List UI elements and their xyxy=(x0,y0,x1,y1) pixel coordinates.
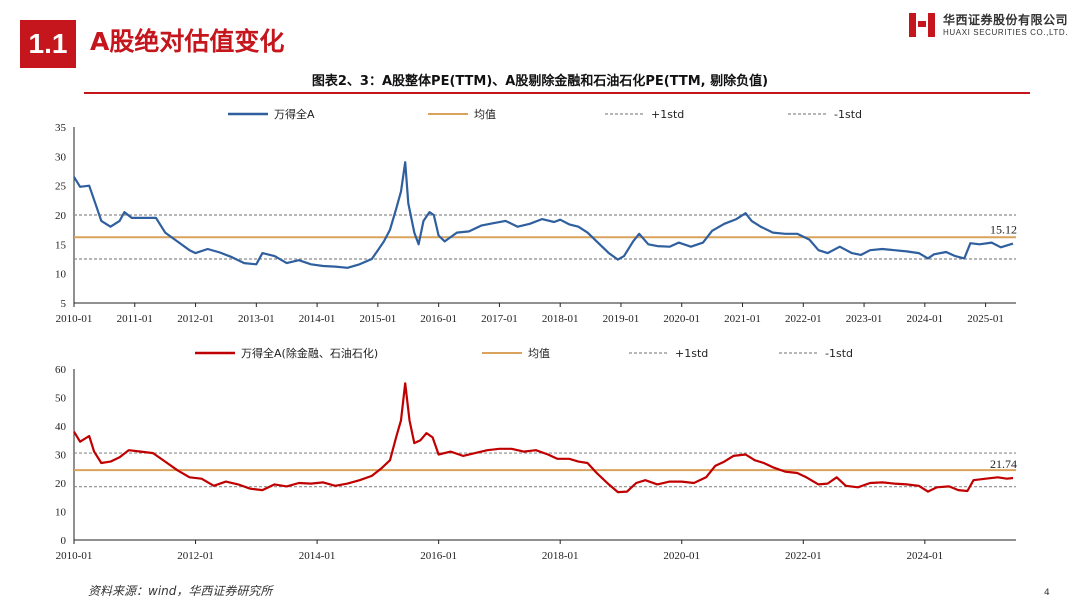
chart-top-svg: 万得全A 均值 +1std -1std 5 10 15 20 25 30 35 2010-01 2011… xyxy=(55,107,1017,325)
page-number: 4 xyxy=(1044,588,1050,598)
x-tick-label: 2014-01 xyxy=(299,550,336,562)
x-tick-label: 2025-01 xyxy=(967,313,1004,325)
x-tick-label: 2013-01 xyxy=(238,313,275,325)
legend-label: 均值 xyxy=(474,108,496,121)
source-note: 资料来源：wind，华西证券研究所 xyxy=(88,584,273,598)
y-tick-label: 50 xyxy=(55,393,67,405)
section-number-badge: 1.1 xyxy=(20,20,76,68)
x-tick-label: 2022-01 xyxy=(785,313,822,325)
y-tick-label: 15 xyxy=(55,239,67,251)
y-tick-label: 10 xyxy=(55,507,67,519)
x-tick-label: 2016-01 xyxy=(420,313,457,325)
y-tick-label: 25 xyxy=(55,181,67,193)
legend-label: -1std xyxy=(825,347,853,360)
y-tick-label: 10 xyxy=(55,269,67,281)
x-tick-label: 2011-01 xyxy=(117,313,153,325)
y-tick-label: 40 xyxy=(55,421,67,433)
x-tick-label: 2024-01 xyxy=(907,550,944,562)
y-tick-label: 35 xyxy=(55,122,67,134)
y-tick-label: 60 xyxy=(55,364,67,376)
y-tick-label: 5 xyxy=(61,298,67,310)
chart-all-a-pe: 万得全A 均值 +1std -1std 5 10 15 20 25 30 35 2010-01 2011… xyxy=(0,100,1080,335)
x-tick-label: 2020-01 xyxy=(663,550,700,562)
x-tick-label: 2010-01 xyxy=(56,550,93,562)
x-tick-label: 2022-01 xyxy=(785,550,822,562)
x-tick-label: 2018-01 xyxy=(542,550,579,562)
y-tick-label: 30 xyxy=(55,151,67,163)
legend-label: -1std xyxy=(834,108,862,121)
y-tick-label: 20 xyxy=(55,210,67,222)
last-value-label: 15.12 xyxy=(990,223,1017,237)
legend-label: 万得全A(除金融、石油石化) xyxy=(241,346,378,360)
x-tick-label: 2020-01 xyxy=(663,313,700,325)
x-tick-label: 2015-01 xyxy=(360,313,397,325)
x-tick-label: 2010-01 xyxy=(56,313,93,325)
y-tick-label: 30 xyxy=(55,450,67,462)
chart-ex-fin-pe: 万得全A(除金融、石油石化) 均值 +1std -1std 0 10 20 30 40 50 60 2… xyxy=(0,342,1080,572)
legend-label: 均值 xyxy=(528,347,550,360)
x-tick-label: 2016-01 xyxy=(420,550,457,562)
legend-label: +1std xyxy=(675,347,708,360)
chart-bottom-svg: 万得全A(除金融、石油石化) 均值 +1std -1std 0 10 20 30 40 50 60 2… xyxy=(55,346,1017,562)
x-tick-label: 2023-01 xyxy=(846,313,883,325)
company-name-cn: 华西证券股份有限公司 xyxy=(943,13,1069,27)
company-name-en: HUAXI SECURITIES CO.,LTD. xyxy=(943,28,1069,37)
company-logo: 华西证券股份有限公司 HUAXI SECURITIES CO.,LTD. xyxy=(905,8,1075,42)
series-line xyxy=(73,161,1014,269)
legend-label: 万得全A xyxy=(274,107,315,121)
x-tick-label: 2012-01 xyxy=(177,550,214,562)
x-tick-label: 2019-01 xyxy=(603,313,640,325)
series-line xyxy=(73,382,1014,494)
last-value-label: 21.74 xyxy=(990,457,1017,471)
x-tick-label: 2017-01 xyxy=(481,313,518,325)
x-tick-label: 2018-01 xyxy=(542,313,579,325)
y-tick-label: 0 xyxy=(61,535,67,547)
x-tick-label: 2021-01 xyxy=(724,313,761,325)
x-tick-label: 2024-01 xyxy=(907,313,944,325)
huaxi-logo-icon xyxy=(909,13,935,37)
figure-title: 图表2、3：A股整体PE(TTM)、A股剔除金融和石油石化PE(TTM, 剔除负… xyxy=(311,74,769,89)
y-tick-label: 20 xyxy=(55,478,67,490)
x-tick-label: 2014-01 xyxy=(299,313,336,325)
section-title: A股绝对估值变化 xyxy=(90,27,285,56)
figure-title-divider xyxy=(84,92,1030,94)
x-tick-label: 2012-01 xyxy=(177,313,214,325)
legend-label: +1std xyxy=(651,108,684,121)
